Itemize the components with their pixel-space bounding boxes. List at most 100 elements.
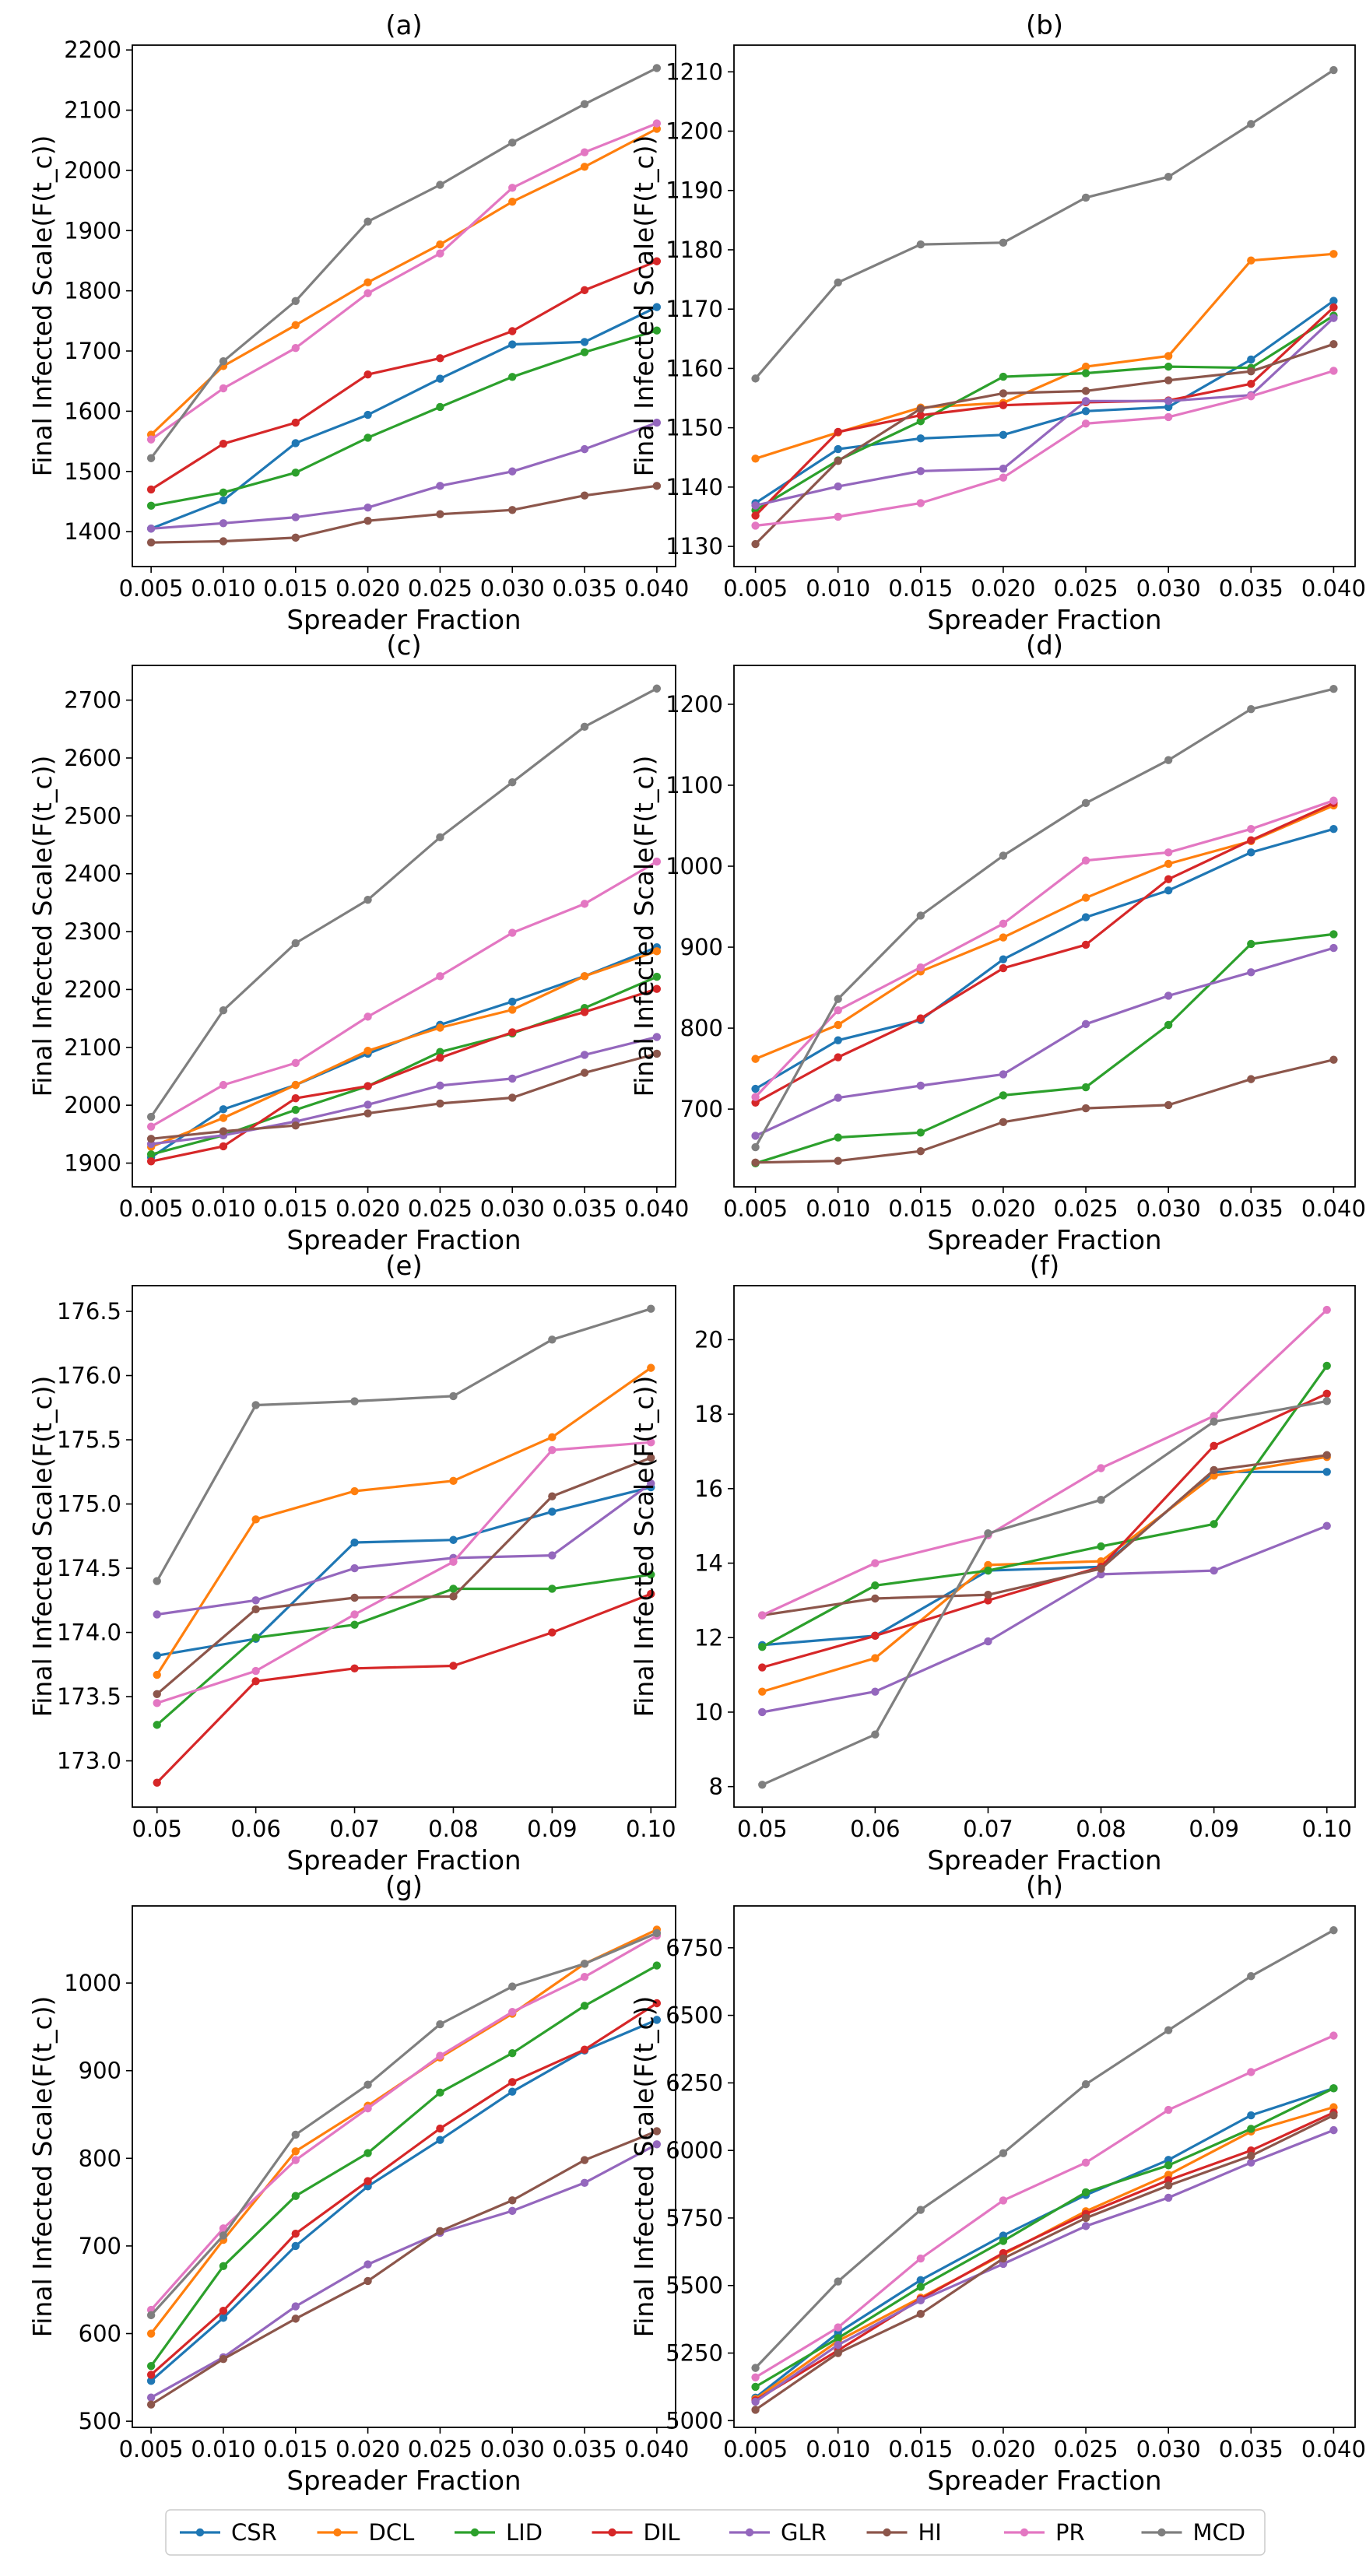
data-point-dil [984, 1596, 992, 1605]
data-point-csr [1247, 355, 1255, 364]
data-point-lid [1164, 362, 1173, 371]
data-point-mcd [1247, 120, 1255, 128]
data-point-lid [363, 2149, 372, 2157]
data-point-lid [291, 1105, 300, 1114]
data-point-mcd [751, 2364, 760, 2372]
data-point-mcd [647, 1304, 655, 1313]
axes-frame [733, 44, 1356, 567]
data-point-glr [363, 1100, 372, 1109]
data-point-pr [436, 249, 444, 258]
data-point-mcd [436, 2020, 444, 2029]
data-point-hi [146, 538, 156, 547]
data-point-hi [751, 1158, 760, 1167]
data-point-csr [219, 496, 228, 505]
data-point-mcd [436, 181, 444, 189]
data-point-glr [916, 2296, 925, 2305]
legend-item-glr: GLR [729, 2519, 827, 2546]
data-point-pr [751, 1093, 760, 1101]
y-tick-label: 6750 [665, 1935, 723, 1961]
data-point-dil [1081, 940, 1090, 949]
x-tick-label: 0.035 [553, 1195, 617, 1222]
data-point-pr [1164, 848, 1173, 857]
series-line-hi [754, 2114, 1335, 2411]
series-line-lid [754, 314, 1335, 511]
data-point-csr [508, 997, 517, 1006]
data-point-hi [751, 539, 760, 549]
data-point-hi [436, 510, 444, 518]
data-point-lid [1097, 1542, 1105, 1551]
data-point-lid [1081, 2188, 1090, 2197]
series-line-dil [754, 802, 1335, 1104]
data-point-hi [1210, 1465, 1218, 1475]
data-point-csr [508, 340, 517, 349]
data-point-pr [580, 1973, 589, 1981]
data-point-pr [1081, 2158, 1090, 2167]
y-tick-label: 1160 [665, 355, 723, 381]
y-tick-label: 2200 [64, 37, 121, 63]
data-point-dil [1210, 1441, 1218, 1450]
data-point-csr [350, 1538, 359, 1547]
data-point-hi [834, 1156, 842, 1165]
data-point-hi [548, 1492, 557, 1500]
data-point-mcd [1081, 798, 1090, 808]
data-point-lid [751, 2382, 760, 2392]
data-point-mcd [508, 139, 517, 147]
series-line-glr [754, 946, 1334, 1137]
data-point-dil [580, 1008, 589, 1016]
data-point-mcd [1081, 2079, 1090, 2089]
data-point-mcd [251, 1401, 260, 1409]
data-point-dil [1247, 836, 1255, 844]
x-axis-label: Spreader Fraction [286, 1845, 521, 1876]
x-tick-label: 0.035 [1219, 2436, 1283, 2462]
axes-frame [132, 44, 676, 567]
data-point-csr [219, 1105, 228, 1114]
data-point-glr [219, 519, 228, 528]
data-point-pr [1247, 824, 1255, 834]
data-point-dcl [751, 1055, 760, 1063]
x-tick-label: 0.030 [480, 1195, 545, 1222]
data-point-mcd [219, 2231, 228, 2240]
y-tick-label: 1900 [64, 217, 121, 244]
data-point-dil [291, 1094, 300, 1103]
data-point-lid [1247, 2125, 1255, 2133]
data-point-dil [146, 1157, 156, 1166]
data-point-dcl [350, 1486, 359, 1496]
data-point-lid [291, 469, 300, 477]
data-point-pr [291, 2156, 300, 2164]
data-point-hi [449, 1592, 458, 1601]
y-axis-label: Final Infected Scale(F(t_c)) [629, 1376, 659, 1718]
data-point-lid [146, 2361, 156, 2371]
data-point-pr [251, 1666, 260, 1676]
x-tick-label: 0.025 [408, 2436, 472, 2462]
data-point-dil [834, 1053, 842, 1062]
data-point-dcl [508, 1005, 517, 1014]
data-point-dil [350, 1664, 359, 1672]
y-tick-label: 1190 [665, 177, 723, 204]
data-point-dcl [1164, 352, 1173, 360]
y-tick-label: 18 [694, 1401, 723, 1427]
data-point-lid [916, 417, 925, 426]
x-tick-label: 0.07 [963, 1816, 1013, 1842]
axes-frame [132, 665, 676, 1188]
data-point-glr [647, 1479, 655, 1488]
data-point-dil [291, 2229, 300, 2238]
data-point-mcd [1164, 173, 1173, 181]
data-point-lid [1081, 1083, 1090, 1092]
data-point-glr [436, 482, 444, 490]
x-tick-label: 0.040 [624, 575, 689, 602]
y-tick-label: 5000 [665, 2407, 723, 2434]
data-point-dil [834, 427, 842, 437]
x-tick-label: 0.05 [132, 1816, 182, 1842]
series-line-glr [755, 317, 1335, 507]
legend-marker [745, 2528, 754, 2537]
data-point-mcd [1329, 65, 1338, 75]
y-axis-label: Final Infected Scale(F(t_c)) [27, 135, 58, 477]
data-point-mcd [751, 1142, 760, 1152]
data-point-dil [219, 439, 228, 448]
series-line-lid [755, 932, 1334, 1165]
chart-panel: (c) 0.005 0.010 0.015 0.020 0.025 0.030 0.035 0.… [27, 630, 689, 1256]
data-point-glr [291, 513, 300, 521]
data-point-mcd [871, 1730, 880, 1739]
legend-marker [608, 2528, 616, 2537]
data-point-csr [1164, 402, 1173, 412]
